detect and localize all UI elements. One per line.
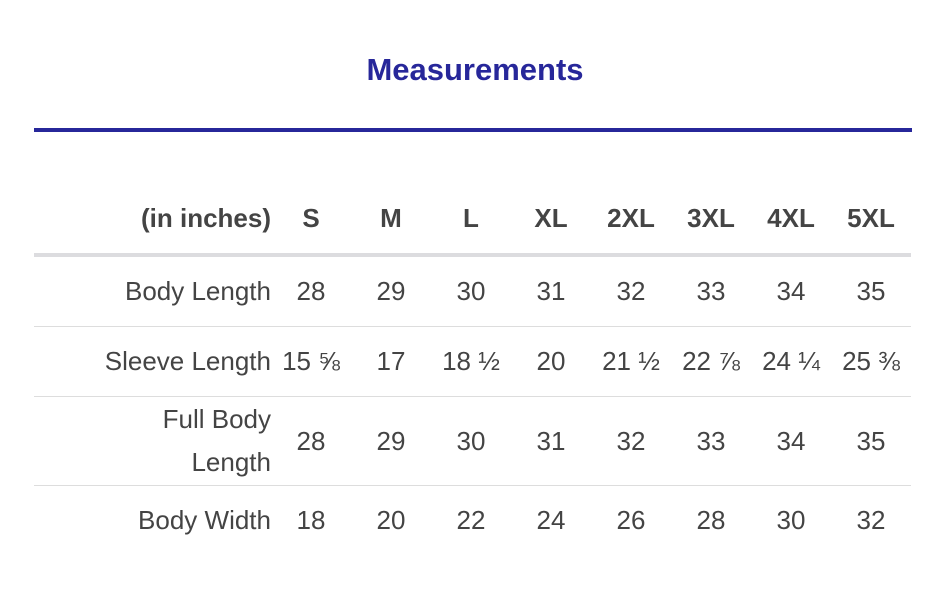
table-row: Body Length 28 29 30 31 32 33 34 35	[34, 255, 911, 327]
size-header: 4XL	[751, 183, 831, 257]
measurement-cell: 18 ½	[431, 326, 511, 397]
measurement-cell: 26	[616, 505, 646, 535]
table-row: Full Body Length 28 29 30 31 32 33 34 35	[34, 396, 911, 486]
measurement-cell: 18	[296, 505, 326, 535]
measurement-cell: 17	[351, 326, 431, 397]
measurement-cell: 31	[511, 396, 591, 486]
measurement-cell: 25 ⅜	[831, 326, 911, 397]
measurement-cell: 33	[671, 396, 751, 486]
measurement-cell: 28	[271, 396, 351, 486]
size-header: 3XL	[671, 183, 751, 257]
measurement-cell: 33	[671, 255, 751, 327]
measurement-cell: 35	[831, 396, 911, 486]
page-title: Measurements	[366, 52, 584, 87]
measurement-cell: 31	[511, 255, 591, 327]
measurement-cell: 28	[696, 505, 726, 535]
measurement-cell: 24 ¼	[751, 326, 831, 397]
size-header: M	[351, 183, 431, 257]
measurement-cell: 22 ⅞	[671, 326, 751, 397]
measurement-cell: 34	[751, 396, 831, 486]
measurement-cell: 30	[776, 505, 806, 535]
measurement-cell: 34	[751, 255, 831, 327]
table-row: Body Width 18 20 22 24 26 28 30 32	[34, 486, 911, 556]
row-label: Full Body Length	[34, 396, 271, 486]
table-row: Sleeve Length 15 ⅝ 17 18 ½ 20 21 ½ 22 ⅞ 24 ¼ 25 …	[34, 326, 911, 397]
measurement-cell: 20	[511, 326, 591, 397]
row-label: Body Length	[34, 255, 271, 327]
size-header: L	[431, 183, 511, 257]
row-label: Body Width	[138, 505, 271, 535]
measurement-cell: 32	[591, 255, 671, 327]
measurements-table: (in inches) S M L XL 2XL 3XL 4XL 5XL Body Length…	[34, 183, 911, 555]
measurement-cell: 30	[431, 396, 511, 486]
measurement-cell: 15 ⅝	[271, 326, 351, 397]
measurement-cell: 32	[591, 396, 671, 486]
measurement-cell: 21 ½	[591, 326, 671, 397]
measurement-cell: 35	[831, 255, 911, 327]
measurement-cell: 20	[376, 505, 406, 535]
measurement-cell: 32	[856, 505, 886, 535]
measurement-cell: 29	[351, 396, 431, 486]
size-header: XL	[511, 183, 591, 257]
title-divider	[34, 128, 912, 132]
size-header: 5XL	[831, 183, 911, 257]
row-label: Sleeve Length	[34, 326, 271, 397]
measurement-cell: 30	[431, 255, 511, 327]
measurement-cell: 24	[536, 505, 566, 535]
measurement-cell: 29	[351, 255, 431, 327]
measurement-cell: 28	[271, 255, 351, 327]
units-header: (in inches)	[34, 183, 271, 257]
header-row: (in inches) S M L XL 2XL 3XL 4XL 5XL	[34, 183, 911, 257]
size-header: 2XL	[591, 183, 671, 257]
size-header: S	[271, 183, 351, 257]
measurement-cell: 22	[456, 505, 486, 535]
